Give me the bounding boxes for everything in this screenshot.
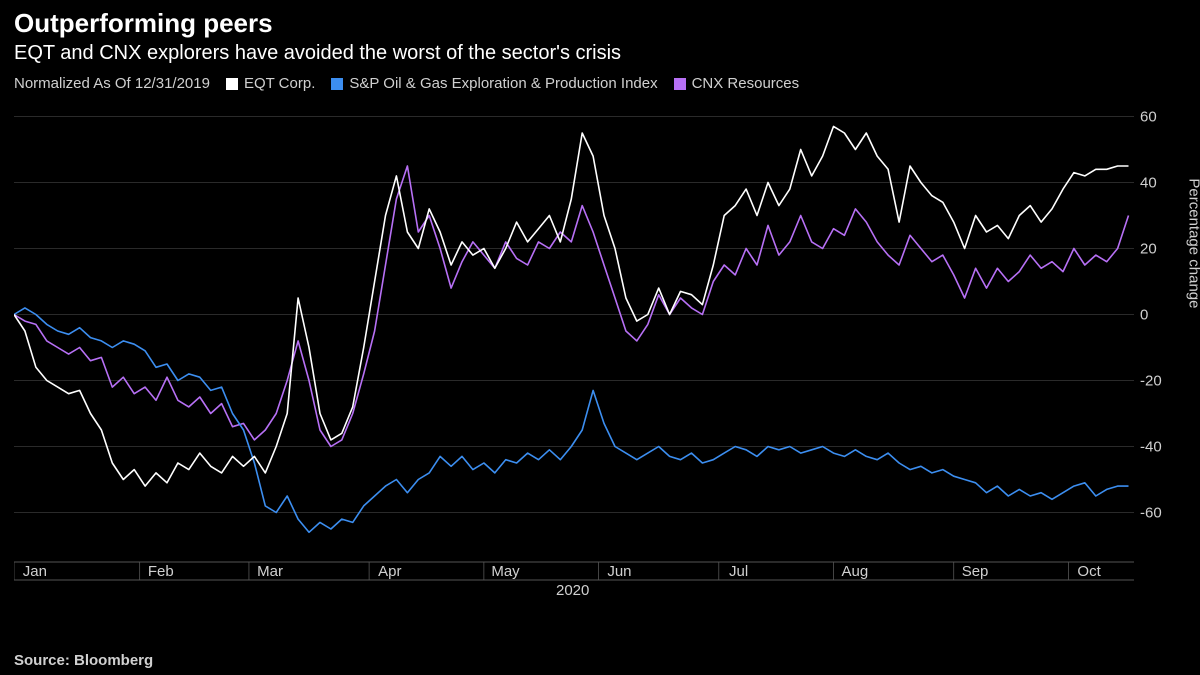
legend-item: S&P Oil & Gas Exploration & Production I… (331, 75, 657, 92)
x-tick-label: Sep (962, 563, 989, 580)
chart-source: Source: Bloomberg (14, 652, 153, 669)
x-tick-label: Jan (23, 563, 47, 580)
series-line (14, 308, 1129, 532)
y-tick-label: 20 (1140, 240, 1157, 257)
series-line (14, 126, 1129, 486)
legend-label: EQT Corp. (244, 75, 315, 92)
chart-title: Outperforming peers (14, 8, 273, 39)
x-year-label: 2020 (556, 582, 589, 599)
x-tick-label: Oct (1077, 563, 1100, 580)
legend-label: CNX Resources (692, 75, 800, 92)
legend-label: S&P Oil & Gas Exploration & Production I… (349, 75, 657, 92)
x-tick-label: Feb (148, 563, 174, 580)
chart-subtitle: EQT and CNX explorers have avoided the w… (14, 42, 621, 65)
y-tick-label: 0 (1140, 306, 1148, 323)
legend-swatch (226, 78, 238, 90)
chart-plot-area (14, 100, 1134, 610)
x-tick-label: Mar (257, 563, 283, 580)
legend-prefix: Normalized As Of 12/31/2019 (14, 75, 210, 92)
x-tick-label: Jun (607, 563, 631, 580)
x-tick-label: Apr (378, 563, 401, 580)
y-tick-label: 40 (1140, 174, 1157, 191)
y-tick-label: 60 (1140, 108, 1157, 125)
y-tick-label: -40 (1140, 438, 1162, 455)
chart-svg (14, 100, 1134, 610)
series-line (14, 166, 1129, 447)
legend-swatch (674, 78, 686, 90)
legend-swatch (331, 78, 343, 90)
legend-item: CNX Resources (674, 75, 800, 92)
y-tick-label: -20 (1140, 372, 1162, 389)
chart-legend: Normalized As Of 12/31/2019 EQT Corp. S&P … (14, 75, 799, 92)
y-axis-label: Percentage change (1186, 178, 1200, 308)
x-tick-label: Jul (729, 563, 748, 580)
y-tick-label: -60 (1140, 504, 1162, 521)
legend-item: EQT Corp. (226, 75, 315, 92)
x-tick-label: Aug (841, 563, 868, 580)
x-tick-label: May (491, 563, 519, 580)
